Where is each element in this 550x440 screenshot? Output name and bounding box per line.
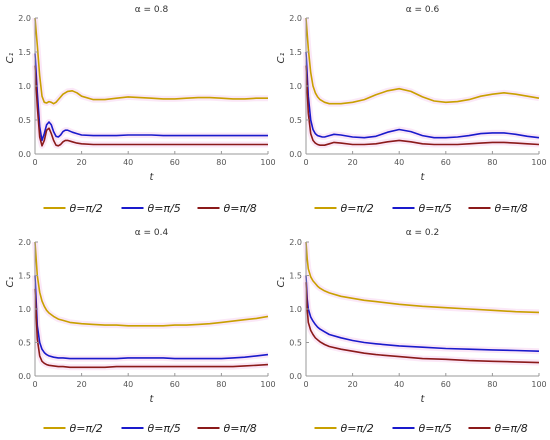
series-line bbox=[305, 282, 540, 364]
series-line bbox=[305, 275, 540, 352]
x-tick-label: 100 bbox=[531, 158, 546, 167]
y-tick-label: 1.5 bbox=[18, 48, 31, 57]
x-tick-label: 0 bbox=[303, 380, 308, 389]
series-band bbox=[32, 275, 269, 362]
y-tick-label: 0.0 bbox=[289, 372, 302, 381]
legend-label: θ=π/2 bbox=[341, 202, 374, 215]
x-tick-label: 80 bbox=[487, 158, 497, 167]
x-tick-label: 60 bbox=[170, 380, 180, 389]
x-tick-label: 40 bbox=[394, 380, 404, 389]
chart-title: α = 0.4 bbox=[135, 228, 169, 238]
chart-panel: α = 0.8 0 20 40 60 80 100 0.0 0.5 1.0 1.5 2.0 t C₁ θ=π… bbox=[5, 5, 276, 215]
chart-title: α = 0.2 bbox=[406, 228, 440, 238]
y-tick-label: 2.0 bbox=[289, 238, 302, 247]
y-tick-label: 0.5 bbox=[289, 116, 302, 125]
legend-label: θ=π/8 bbox=[495, 202, 528, 215]
y-tick-label: 0.0 bbox=[18, 372, 31, 381]
chart-title: α = 0.6 bbox=[406, 5, 440, 15]
series-band bbox=[303, 241, 540, 316]
x-axis-title: t bbox=[150, 172, 155, 183]
legend-label: θ=π/2 bbox=[70, 422, 103, 435]
series-line bbox=[34, 53, 268, 142]
chart-panel: α = 0.4 0 20 40 60 80 100 0.0 0.5 1.0 1.5 2.0 t C₁ θ=π… bbox=[5, 228, 276, 435]
chart-panel: α = 0.2 0 20 40 60 80 100 0.0 0.5 1.0 1.5 2.0 t C₁ θ=π… bbox=[276, 228, 547, 435]
x-tick-label: 0 bbox=[303, 158, 308, 167]
legend-label: θ=π/2 bbox=[70, 202, 103, 215]
y-tick-label: 2.0 bbox=[289, 14, 302, 23]
x-tick-label: 20 bbox=[77, 380, 87, 389]
x-tick-label: 40 bbox=[123, 158, 133, 167]
series-line bbox=[34, 17, 268, 105]
series-line bbox=[305, 65, 540, 146]
legend-label: θ=π/5 bbox=[148, 202, 181, 215]
y-tick-label: 1.0 bbox=[289, 82, 302, 91]
x-tick-label: 20 bbox=[348, 158, 358, 167]
y-axis-title: C₁ bbox=[5, 277, 16, 288]
series-line bbox=[305, 51, 540, 139]
x-tick-label: 20 bbox=[348, 380, 358, 389]
x-tick-label: 100 bbox=[260, 158, 275, 167]
y-tick-label: 1.0 bbox=[289, 305, 302, 314]
x-tick-label: 0 bbox=[32, 380, 37, 389]
series-line bbox=[34, 275, 269, 360]
x-axis-title: t bbox=[421, 394, 426, 405]
legend-label: θ=π/8 bbox=[495, 422, 528, 435]
series-band bbox=[32, 241, 269, 329]
y-axis-title: C₁ bbox=[5, 53, 16, 64]
x-tick-label: 60 bbox=[170, 158, 180, 167]
y-tick-label: 1.0 bbox=[18, 305, 31, 314]
y-tick-label: 2.0 bbox=[18, 238, 31, 247]
series-line bbox=[34, 288, 269, 369]
y-tick-label: 0.5 bbox=[289, 339, 302, 348]
y-tick-label: 2.0 bbox=[18, 14, 31, 23]
x-axis-title: t bbox=[150, 394, 155, 405]
x-tick-label: 80 bbox=[216, 158, 226, 167]
x-tick-label: 60 bbox=[441, 158, 451, 167]
series-line bbox=[305, 17, 540, 105]
legend-label: θ=π/8 bbox=[224, 202, 257, 215]
y-tick-label: 0.0 bbox=[289, 150, 302, 159]
y-axis-title: C₁ bbox=[276, 53, 287, 64]
x-tick-label: 100 bbox=[260, 380, 275, 389]
series-line bbox=[34, 241, 269, 327]
y-tick-label: 0.0 bbox=[18, 150, 31, 159]
legend-label: θ=π/2 bbox=[341, 422, 374, 435]
chart-panel: α = 0.6 0 20 40 60 80 100 0.0 0.5 1.0 1.5 2.0 t C₁ θ=π… bbox=[276, 5, 547, 215]
series-line bbox=[305, 241, 540, 314]
y-tick-label: 0.5 bbox=[18, 339, 31, 348]
y-axis-title: C₁ bbox=[276, 277, 287, 288]
x-tick-label: 60 bbox=[441, 380, 451, 389]
x-tick-label: 40 bbox=[123, 380, 133, 389]
legend-label: θ=π/8 bbox=[224, 422, 257, 435]
legend-label: θ=π/5 bbox=[148, 422, 181, 435]
legend-label: θ=π/5 bbox=[419, 422, 452, 435]
x-tick-label: 80 bbox=[216, 380, 226, 389]
legend-label: θ=π/5 bbox=[419, 202, 452, 215]
series-line bbox=[34, 65, 268, 147]
x-tick-label: 80 bbox=[487, 380, 497, 389]
y-tick-label: 1.5 bbox=[289, 48, 302, 57]
y-tick-label: 1.5 bbox=[18, 272, 31, 281]
y-tick-label: 1.5 bbox=[289, 272, 302, 281]
chart-title: α = 0.8 bbox=[135, 5, 169, 15]
x-tick-label: 0 bbox=[32, 158, 37, 167]
x-tick-label: 40 bbox=[394, 158, 404, 167]
x-tick-label: 100 bbox=[531, 380, 546, 389]
series-band bbox=[303, 17, 540, 107]
y-tick-label: 0.5 bbox=[18, 116, 31, 125]
y-tick-label: 1.0 bbox=[18, 82, 31, 91]
x-axis-title: t bbox=[421, 172, 426, 183]
x-tick-label: 20 bbox=[77, 158, 87, 167]
